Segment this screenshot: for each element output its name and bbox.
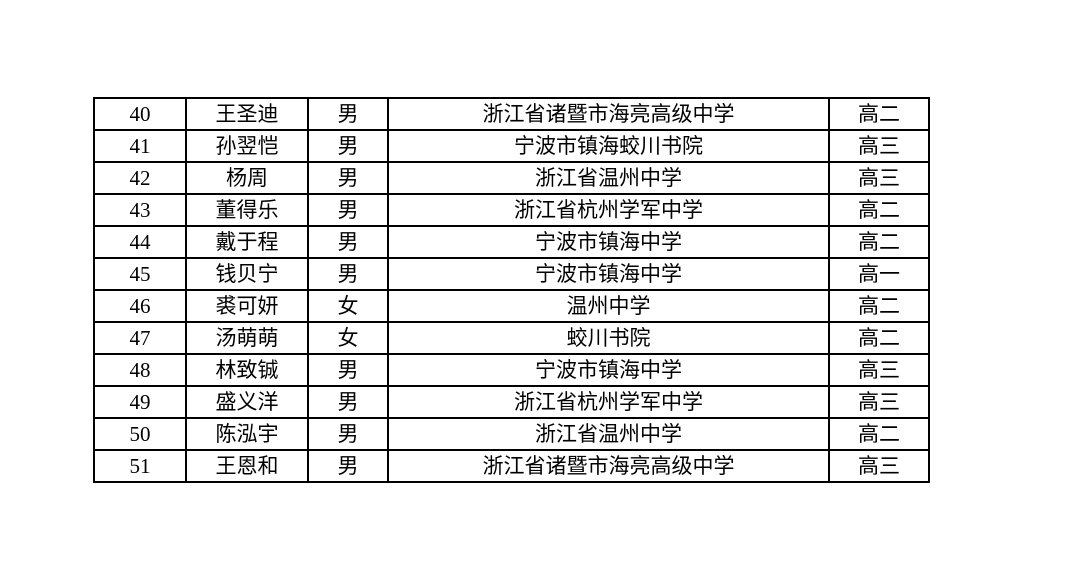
cell-gender: 男	[307, 449, 389, 483]
cell-name: 裘可妍	[185, 289, 309, 323]
cell-number: 43	[93, 193, 187, 227]
table-body: 40 王圣迪 男 浙江省诸暨市海亮高级中学 高二 41 孙翌恺 男 宁波市镇海蛟…	[93, 97, 930, 483]
cell-number: 49	[93, 385, 187, 419]
cell-school: 宁波市镇海中学	[387, 353, 830, 387]
cell-gender: 男	[307, 97, 389, 131]
cell-gender: 男	[307, 417, 389, 451]
cell-number: 46	[93, 289, 187, 323]
cell-gender: 男	[307, 225, 389, 259]
table-row: 49 盛义洋 男 浙江省杭州学军中学 高三	[93, 385, 930, 419]
table-row: 43 董得乐 男 浙江省杭州学军中学 高二	[93, 193, 930, 227]
cell-name: 盛义洋	[185, 385, 309, 419]
cell-school: 浙江省温州中学	[387, 161, 830, 195]
cell-name: 王圣迪	[185, 97, 309, 131]
table-row: 48 林致铖 男 宁波市镇海中学 高三	[93, 353, 930, 387]
cell-grade: 高二	[828, 193, 930, 227]
cell-school: 宁波市镇海蛟川书院	[387, 129, 830, 163]
cell-grade: 高二	[828, 225, 930, 259]
cell-name: 陈泓宇	[185, 417, 309, 451]
table-row: 42 杨周 男 浙江省温州中学 高三	[93, 161, 930, 195]
cell-gender: 女	[307, 289, 389, 323]
cell-number: 44	[93, 225, 187, 259]
cell-gender: 男	[307, 193, 389, 227]
cell-school: 温州中学	[387, 289, 830, 323]
table-row: 46 裘可妍 女 温州中学 高二	[93, 289, 930, 323]
cell-grade: 高三	[828, 449, 930, 483]
cell-school: 浙江省温州中学	[387, 417, 830, 451]
cell-grade: 高二	[828, 289, 930, 323]
cell-gender: 女	[307, 321, 389, 355]
cell-grade: 高二	[828, 321, 930, 355]
cell-name: 汤萌萌	[185, 321, 309, 355]
cell-gender: 男	[307, 161, 389, 195]
cell-school: 宁波市镇海中学	[387, 257, 830, 291]
cell-name: 林致铖	[185, 353, 309, 387]
cell-number: 47	[93, 321, 187, 355]
table-row: 40 王圣迪 男 浙江省诸暨市海亮高级中学 高二	[93, 97, 930, 131]
cell-gender: 男	[307, 257, 389, 291]
table-row: 44 戴于程 男 宁波市镇海中学 高二	[93, 225, 930, 259]
cell-grade: 高二	[828, 97, 930, 131]
cell-gender: 男	[307, 353, 389, 387]
cell-grade: 高三	[828, 129, 930, 163]
cell-gender: 男	[307, 385, 389, 419]
cell-gender: 男	[307, 129, 389, 163]
cell-name: 董得乐	[185, 193, 309, 227]
cell-name: 戴于程	[185, 225, 309, 259]
cell-school: 宁波市镇海中学	[387, 225, 830, 259]
cell-school: 浙江省诸暨市海亮高级中学	[387, 97, 830, 131]
cell-name: 孙翌恺	[185, 129, 309, 163]
cell-number: 51	[93, 449, 187, 483]
cell-number: 40	[93, 97, 187, 131]
cell-name: 杨周	[185, 161, 309, 195]
cell-school: 浙江省诸暨市海亮高级中学	[387, 449, 830, 483]
cell-name: 钱贝宁	[185, 257, 309, 291]
cell-grade: 高三	[828, 385, 930, 419]
cell-number: 48	[93, 353, 187, 387]
cell-name: 王恩和	[185, 449, 309, 483]
cell-number: 45	[93, 257, 187, 291]
table-row: 41 孙翌恺 男 宁波市镇海蛟川书院 高三	[93, 129, 930, 163]
cell-grade: 高三	[828, 353, 930, 387]
table-row: 45 钱贝宁 男 宁波市镇海中学 高一	[93, 257, 930, 291]
student-roster-table: 40 王圣迪 男 浙江省诸暨市海亮高级中学 高二 41 孙翌恺 男 宁波市镇海蛟…	[93, 97, 930, 483]
cell-school: 浙江省杭州学军中学	[387, 385, 830, 419]
cell-grade: 高三	[828, 161, 930, 195]
cell-school: 蛟川书院	[387, 321, 830, 355]
table-row: 47 汤萌萌 女 蛟川书院 高二	[93, 321, 930, 355]
cell-grade: 高二	[828, 417, 930, 451]
table-row: 51 王恩和 男 浙江省诸暨市海亮高级中学 高三	[93, 449, 930, 483]
cell-grade: 高一	[828, 257, 930, 291]
table-row: 50 陈泓宇 男 浙江省温州中学 高二	[93, 417, 930, 451]
cell-school: 浙江省杭州学军中学	[387, 193, 830, 227]
cell-number: 50	[93, 417, 187, 451]
cell-number: 41	[93, 129, 187, 163]
cell-number: 42	[93, 161, 187, 195]
